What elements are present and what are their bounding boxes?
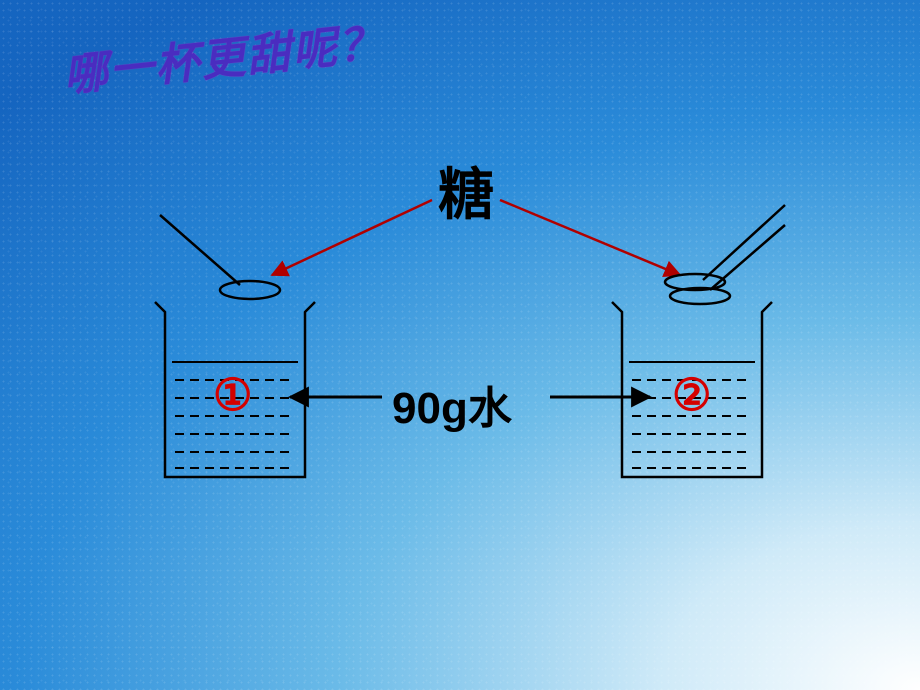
beaker-1-label: ①	[213, 370, 252, 421]
slide-root: 哪一杯更甜呢？	[0, 0, 920, 690]
sugar-arrow-left	[272, 200, 432, 275]
spoon-single	[160, 215, 280, 299]
water-label: 90g水	[392, 372, 512, 436]
diagram-svg	[0, 0, 920, 690]
sugar-arrow-right	[500, 200, 680, 275]
spoon-double	[665, 205, 785, 304]
sugar-label: 糖	[438, 150, 494, 231]
beaker-2-label: ②	[672, 370, 711, 421]
